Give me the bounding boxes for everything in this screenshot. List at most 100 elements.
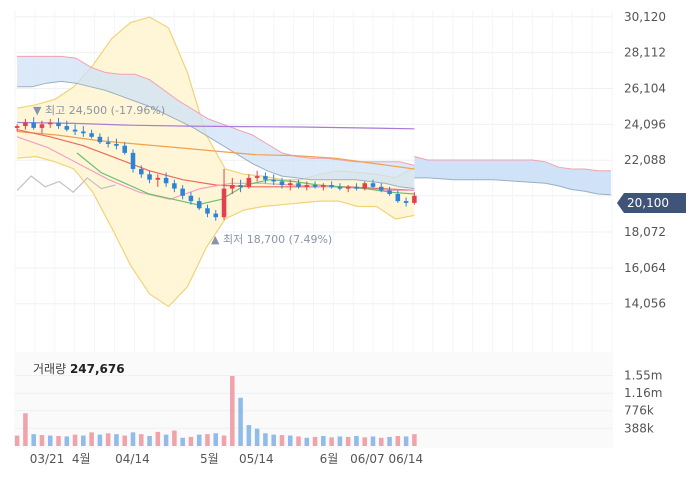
price-tick-label: 24,096 <box>624 117 666 131</box>
volume-bar <box>345 436 351 446</box>
volume-bar <box>246 425 252 446</box>
candle-body <box>155 177 161 180</box>
volume-chart: 거래량 247,676 1.55m 1.16m 776k 388k <box>14 352 662 448</box>
candle-body <box>72 129 78 132</box>
ichimoku-span-b-future <box>414 177 611 196</box>
ichimoku-span-a-past <box>17 55 415 166</box>
candle-body <box>271 179 276 182</box>
volume-bar <box>47 435 53 446</box>
price-tick-label: 22,088 <box>624 153 666 167</box>
candle-body <box>205 208 210 214</box>
date-tick-label: 06/14 <box>389 452 424 466</box>
candle-body <box>254 176 260 178</box>
volume-grid <box>15 374 613 429</box>
volume-bar <box>130 432 136 446</box>
candle-body <box>213 213 219 218</box>
candle-body <box>89 133 94 137</box>
candle-body <box>97 136 103 143</box>
candle-body <box>287 183 293 186</box>
volume-bar <box>97 434 103 446</box>
volume-bar <box>403 436 409 446</box>
volume-bar <box>39 435 45 446</box>
price-tick-label: 30,120 <box>624 10 666 24</box>
candle-body <box>114 143 119 146</box>
volume-tick-label: 1.16m <box>624 386 662 400</box>
volume-bar <box>56 435 61 446</box>
candlestick-series <box>14 117 417 221</box>
volume-tick-label: 776k <box>624 404 654 418</box>
volume-bar <box>163 434 169 446</box>
price-tick-label: 14,056 <box>624 297 666 311</box>
candle-body <box>296 183 301 187</box>
volume-bar <box>378 437 384 446</box>
volume-bar <box>329 437 334 446</box>
volume-title-value: 247,676 <box>70 362 125 376</box>
volume-bar <box>138 434 144 446</box>
candle-body <box>47 122 53 125</box>
date-axis: 03/21 4월 04/14 5월 05/14 6월 06/07 06/14 <box>30 452 423 466</box>
moving-average-gray <box>16 175 116 193</box>
volume-bar <box>72 434 78 446</box>
volume-title-label: 거래량 <box>33 362 66 376</box>
candle-body <box>23 122 28 127</box>
candle-body <box>354 186 359 189</box>
volume-bar <box>254 428 260 446</box>
candle-body <box>196 201 202 209</box>
price-tick-label: 18,072 <box>624 225 666 239</box>
volume-bar <box>304 437 310 446</box>
candle-body <box>337 186 343 189</box>
volume-bar <box>287 435 293 446</box>
volume-bar <box>64 436 70 446</box>
volume-bar <box>180 437 185 446</box>
volume-bar <box>205 434 210 446</box>
candle-body <box>246 177 252 187</box>
volume-bar <box>23 413 28 446</box>
price-tick-label: 28,112 <box>624 46 666 60</box>
volume-bar <box>31 434 36 446</box>
volume-bar <box>114 434 119 446</box>
date-tick-label: 05/14 <box>239 452 274 466</box>
candle-body <box>56 122 61 127</box>
candle-body <box>147 174 152 180</box>
date-tick-label: 04/14 <box>115 452 150 466</box>
volume-tick-label: 388k <box>624 421 654 435</box>
volume-bar <box>337 436 343 446</box>
moving-average-purple <box>17 121 415 130</box>
candle-body <box>180 188 185 196</box>
volume-bar <box>105 433 111 446</box>
volume-bar <box>122 435 127 446</box>
volume-bar <box>147 435 152 446</box>
candle-body <box>188 195 194 202</box>
candle-body <box>412 195 417 203</box>
candle-body <box>387 190 392 194</box>
candle-body <box>122 145 127 153</box>
low-price-annotation: ▲ 최저 18,700 (7.49%) <box>211 233 332 246</box>
candle-body <box>230 185 235 189</box>
candle-body <box>130 152 136 169</box>
candle-body <box>81 131 86 134</box>
volume-bar <box>263 433 268 446</box>
volume-bar <box>188 436 194 446</box>
candle-body <box>105 142 111 144</box>
candle-body <box>31 122 36 128</box>
volume-bar <box>221 435 227 446</box>
date-tick-label: 03/21 <box>30 452 65 466</box>
volume-bar <box>296 436 301 446</box>
candle-body <box>403 201 409 203</box>
candle-body <box>312 185 318 187</box>
volume-bar <box>387 436 392 446</box>
candle-body <box>39 124 45 128</box>
volume-bar <box>81 435 86 446</box>
volume-bar <box>312 436 318 446</box>
volume-bar <box>412 434 417 446</box>
volume-bar <box>238 397 243 446</box>
volume-tick-label: 1.55m <box>624 368 662 382</box>
date-tick-label: 06/07 <box>350 452 385 466</box>
volume-bar <box>354 435 359 446</box>
candle-body <box>362 183 367 189</box>
volume-title: 거래량 247,676 <box>33 362 125 376</box>
volume-bar <box>155 431 161 446</box>
price-tick-label: 16,064 <box>624 261 666 275</box>
